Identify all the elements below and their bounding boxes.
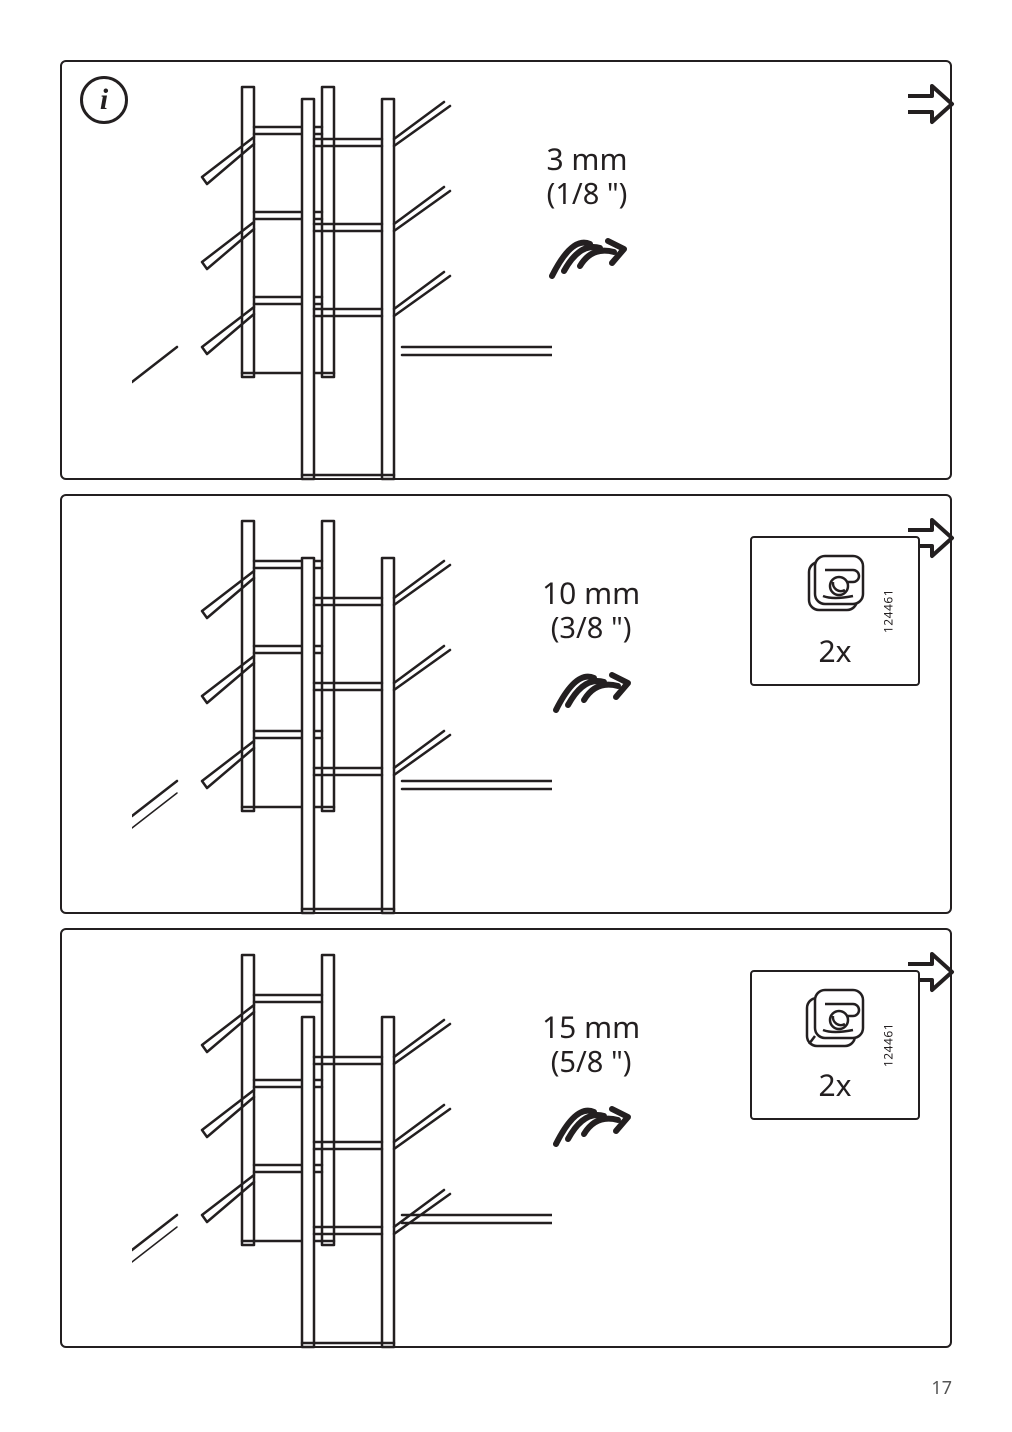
measurement-label: 10 mm (3/8 ") [542, 576, 640, 725]
part-quantity: 2x [818, 630, 851, 671]
swoosh-icon [542, 216, 632, 286]
ladder-diagram [132, 950, 552, 1350]
ladder-diagram [132, 516, 552, 916]
inch-value: (1/8 ") [542, 177, 632, 210]
spacer-part-icon [799, 552, 871, 624]
inch-value: (3/8 ") [542, 611, 640, 644]
page-number: 17 [931, 1376, 952, 1400]
spacer-part-icon [799, 986, 871, 1058]
inch-value: (5/8 ") [542, 1045, 640, 1078]
instruction-panel-1: i [60, 60, 952, 480]
instruction-panel-2: 10 mm (3/8 ") [60, 494, 952, 914]
mm-value: 10 mm [542, 576, 640, 611]
instruction-panel-3: 15 mm (5/8 ") [60, 928, 952, 1348]
next-arrow-icon [900, 76, 956, 132]
info-letter: i [100, 83, 108, 117]
part-number: 124461 [879, 1023, 896, 1067]
measurement-label: 15 mm (5/8 ") [542, 1010, 640, 1159]
measurement-label: 3 mm (1/8 ") [542, 142, 632, 291]
instruction-page: i [60, 60, 952, 1362]
mm-value: 15 mm [542, 1010, 640, 1045]
info-icon: i [80, 76, 128, 124]
hardware-callout: 2x 124461 [750, 536, 920, 686]
mm-value: 3 mm [542, 142, 632, 177]
part-quantity: 2x [818, 1064, 851, 1105]
hardware-callout: 2x 124461 [750, 970, 920, 1120]
ladder-diagram [132, 82, 552, 482]
swoosh-icon [546, 1084, 636, 1154]
part-number: 124461 [879, 589, 896, 633]
swoosh-icon [546, 650, 636, 720]
